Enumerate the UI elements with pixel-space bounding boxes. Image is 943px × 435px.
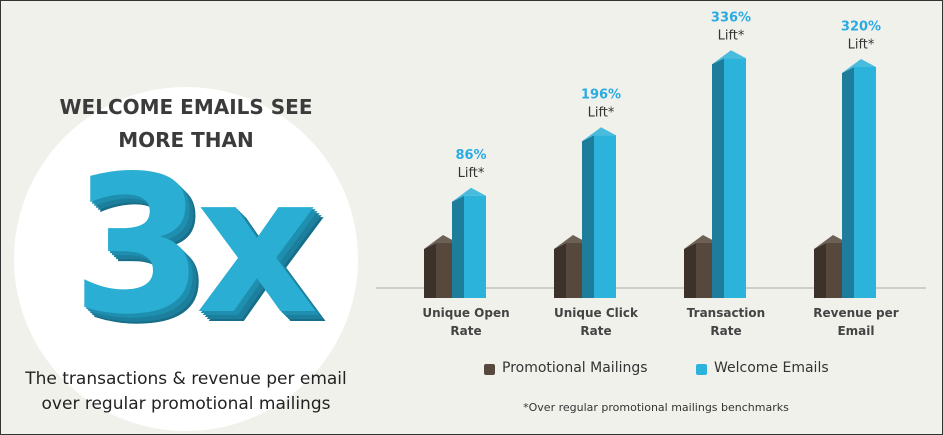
bar-top bbox=[712, 50, 746, 65]
bar-top bbox=[814, 235, 848, 249]
footnote: *Over regular promotional mailings bench… bbox=[523, 401, 789, 414]
bar bbox=[464, 195, 486, 298]
headline: WELCOME EMAILS SEE MORE THAN bbox=[59, 95, 313, 152]
bar-top bbox=[684, 235, 718, 249]
annotation: Lift* bbox=[588, 106, 615, 121]
x-tick-label: Transaction Rate bbox=[686, 306, 766, 338]
bar-side bbox=[684, 243, 696, 298]
bar-side bbox=[814, 243, 826, 298]
bar-side bbox=[424, 243, 436, 298]
legend-swatch bbox=[484, 364, 495, 375]
bar bbox=[594, 135, 616, 298]
bar-top bbox=[842, 59, 876, 73]
value-label: 196% bbox=[581, 88, 621, 103]
legend-swatch bbox=[696, 364, 707, 375]
annotation: Lift* bbox=[458, 166, 485, 181]
bar-side bbox=[842, 67, 854, 298]
bar-side bbox=[712, 58, 724, 299]
big-number: 3x bbox=[71, 135, 319, 356]
x-tick-label: Unique Open Rate bbox=[422, 306, 510, 338]
bar-top bbox=[582, 127, 616, 142]
bar-side bbox=[554, 243, 566, 298]
legend-label: Welcome Emails bbox=[714, 360, 829, 376]
legend-label: Promotional Mailings bbox=[502, 360, 648, 376]
value-label: 320% bbox=[841, 20, 881, 35]
bar-side bbox=[582, 135, 594, 298]
circle-background bbox=[14, 87, 358, 431]
value-label: 336% bbox=[711, 11, 751, 26]
x-tick-label: Unique Click Rate bbox=[554, 306, 638, 338]
value-label: 86% bbox=[455, 148, 486, 163]
bar-top bbox=[554, 235, 588, 249]
bar-top bbox=[452, 187, 486, 202]
bar bbox=[854, 67, 876, 298]
annotation: Lift* bbox=[848, 38, 875, 53]
bar bbox=[724, 58, 746, 299]
bar-top bbox=[424, 235, 458, 249]
x-tick-label: Revenue per Email bbox=[813, 306, 899, 338]
annotation: Lift* bbox=[718, 29, 745, 44]
subtitle: The transactions & revenue per email ove… bbox=[25, 369, 347, 414]
bar-side bbox=[452, 195, 464, 298]
